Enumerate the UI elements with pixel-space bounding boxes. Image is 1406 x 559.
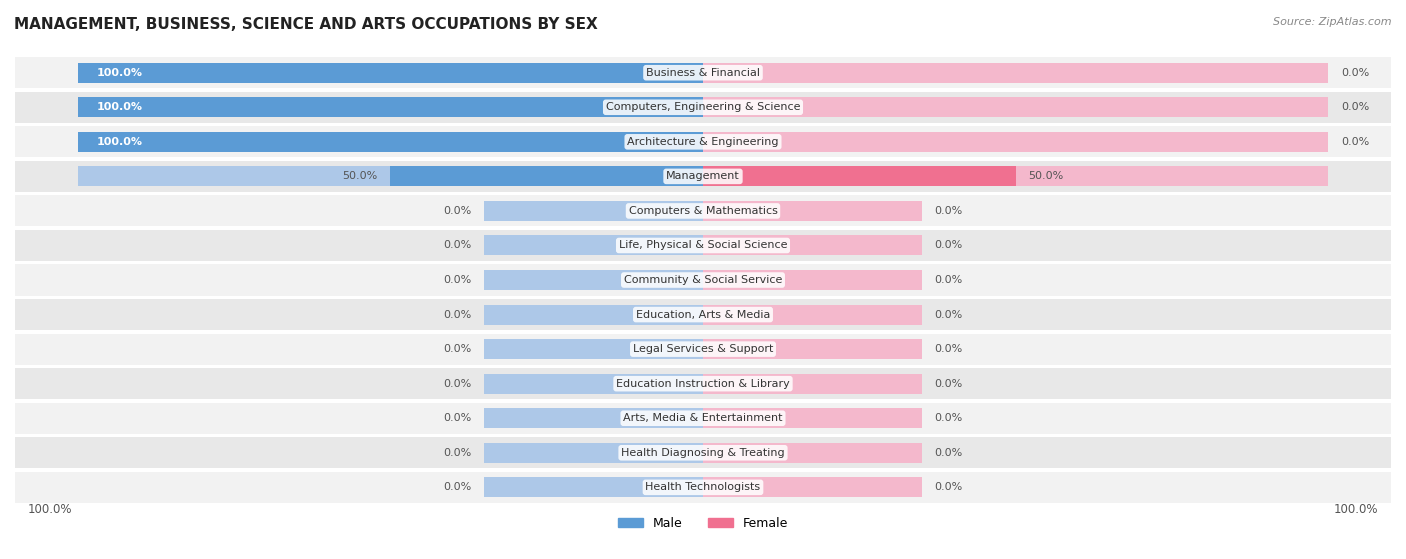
Bar	[15, 334, 1391, 364]
Bar	[484, 270, 703, 290]
Text: 0.0%: 0.0%	[935, 378, 963, 389]
Bar	[15, 126, 1391, 158]
Bar	[703, 477, 922, 498]
Bar	[77, 97, 703, 117]
Text: 0.0%: 0.0%	[443, 240, 471, 250]
Text: 0.0%: 0.0%	[1341, 137, 1369, 147]
Bar	[703, 373, 922, 394]
Text: 0.0%: 0.0%	[443, 310, 471, 320]
Bar	[703, 235, 922, 255]
Text: 100.0%: 100.0%	[28, 503, 72, 517]
Text: Architecture & Engineering: Architecture & Engineering	[627, 137, 779, 147]
Text: 0.0%: 0.0%	[935, 344, 963, 354]
Text: Legal Services & Support: Legal Services & Support	[633, 344, 773, 354]
Text: Life, Physical & Social Science: Life, Physical & Social Science	[619, 240, 787, 250]
Bar	[77, 132, 703, 152]
Bar	[15, 92, 1391, 123]
Bar	[703, 270, 922, 290]
Bar	[484, 201, 703, 221]
Bar	[484, 408, 703, 428]
Bar	[703, 443, 922, 463]
Text: Management: Management	[666, 172, 740, 181]
Legend: Male, Female: Male, Female	[613, 512, 793, 535]
Bar	[15, 264, 1391, 296]
Text: 0.0%: 0.0%	[443, 378, 471, 389]
Bar	[15, 161, 1391, 192]
Bar	[703, 167, 1015, 186]
Bar	[77, 63, 703, 83]
Text: 0.0%: 0.0%	[935, 413, 963, 423]
Text: 0.0%: 0.0%	[443, 344, 471, 354]
Text: 0.0%: 0.0%	[443, 206, 471, 216]
Bar	[15, 196, 1391, 226]
Bar	[484, 373, 703, 394]
Text: Arts, Media & Entertainment: Arts, Media & Entertainment	[623, 413, 783, 423]
Text: Business & Financial: Business & Financial	[645, 68, 761, 78]
Bar	[15, 230, 1391, 261]
Bar	[15, 437, 1391, 468]
Bar	[703, 305, 922, 325]
Text: 100.0%: 100.0%	[96, 68, 142, 78]
Bar	[703, 408, 922, 428]
Text: 100.0%: 100.0%	[96, 102, 142, 112]
Text: 0.0%: 0.0%	[935, 482, 963, 492]
Text: Computers & Mathematics: Computers & Mathematics	[628, 206, 778, 216]
Bar	[703, 63, 1329, 83]
Bar	[77, 97, 703, 117]
Text: 0.0%: 0.0%	[935, 448, 963, 458]
Bar	[15, 57, 1391, 88]
Text: 0.0%: 0.0%	[443, 448, 471, 458]
Bar	[703, 339, 922, 359]
Bar	[703, 167, 1329, 186]
Text: Computers, Engineering & Science: Computers, Engineering & Science	[606, 102, 800, 112]
Text: MANAGEMENT, BUSINESS, SCIENCE AND ARTS OCCUPATIONS BY SEX: MANAGEMENT, BUSINESS, SCIENCE AND ARTS O…	[14, 17, 598, 32]
Text: 100.0%: 100.0%	[96, 137, 142, 147]
Text: 50.0%: 50.0%	[1028, 172, 1063, 181]
Bar	[484, 235, 703, 255]
Bar	[703, 97, 1329, 117]
Text: 0.0%: 0.0%	[443, 482, 471, 492]
Text: Education Instruction & Library: Education Instruction & Library	[616, 378, 790, 389]
Text: 0.0%: 0.0%	[443, 413, 471, 423]
Bar	[77, 132, 703, 152]
Text: 50.0%: 50.0%	[343, 172, 378, 181]
Text: Source: ZipAtlas.com: Source: ZipAtlas.com	[1274, 17, 1392, 27]
Bar	[484, 305, 703, 325]
Text: Health Diagnosing & Treating: Health Diagnosing & Treating	[621, 448, 785, 458]
Text: 0.0%: 0.0%	[1341, 102, 1369, 112]
Bar	[484, 339, 703, 359]
Bar	[703, 132, 1329, 152]
Text: 0.0%: 0.0%	[1341, 68, 1369, 78]
Text: 0.0%: 0.0%	[935, 240, 963, 250]
Text: 0.0%: 0.0%	[935, 310, 963, 320]
Text: 0.0%: 0.0%	[443, 275, 471, 285]
Bar	[77, 63, 703, 83]
Text: 0.0%: 0.0%	[935, 275, 963, 285]
Bar	[15, 472, 1391, 503]
Text: 0.0%: 0.0%	[935, 206, 963, 216]
Bar	[484, 477, 703, 498]
Bar	[77, 167, 703, 186]
Bar	[15, 299, 1391, 330]
Text: Education, Arts & Media: Education, Arts & Media	[636, 310, 770, 320]
Bar	[484, 443, 703, 463]
Text: Community & Social Service: Community & Social Service	[624, 275, 782, 285]
Bar	[15, 368, 1391, 399]
Bar	[703, 201, 922, 221]
Bar	[391, 167, 703, 186]
Text: Health Technologists: Health Technologists	[645, 482, 761, 492]
Text: 100.0%: 100.0%	[1334, 503, 1378, 517]
Bar	[15, 402, 1391, 434]
